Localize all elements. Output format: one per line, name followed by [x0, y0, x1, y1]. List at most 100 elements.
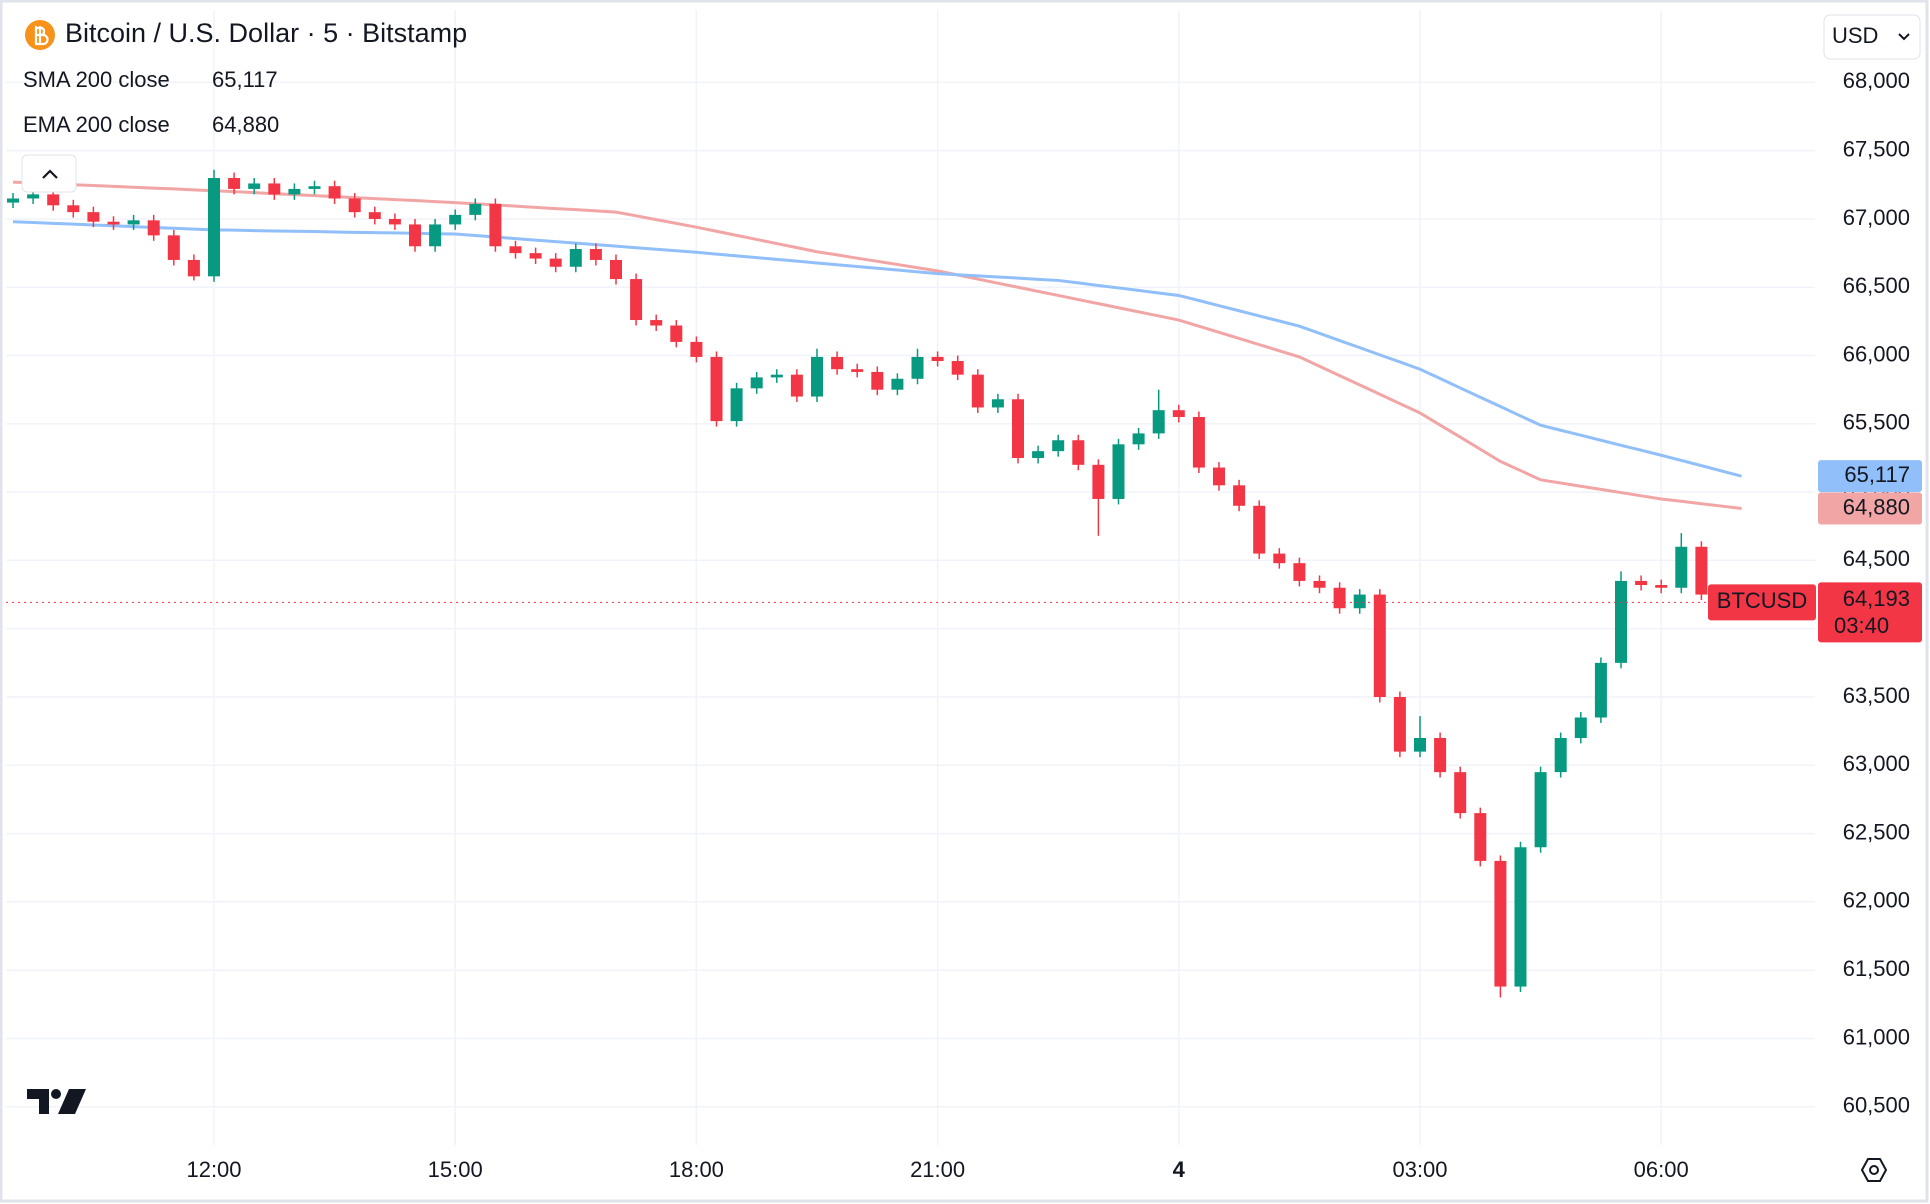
- candle-body: [1393, 697, 1406, 752]
- candle-body: [1695, 546, 1708, 595]
- candle-body: [167, 235, 180, 260]
- settings-icon[interactable]: [1860, 1158, 1888, 1182]
- candle-body: [187, 259, 200, 277]
- candle-body: [1534, 772, 1547, 848]
- candle-body: [1594, 662, 1607, 718]
- indicator-tag: [1818, 460, 1922, 493]
- x-tick-label: 18:00: [669, 1157, 724, 1182]
- y-tick-label: 63,000: [1843, 751, 1910, 776]
- candle-body: [951, 361, 964, 375]
- candle-body: [891, 378, 904, 390]
- candle-body: [770, 374, 783, 378]
- legend-value: 65,117: [212, 67, 278, 92]
- y-tick-label: 67,000: [1843, 205, 1910, 230]
- candle-body: [1012, 399, 1024, 458]
- bitcoin-glyph: [34, 26, 49, 46]
- candle-body: [368, 212, 381, 219]
- candle-body: [610, 259, 622, 280]
- candle-body: [268, 183, 281, 195]
- candle-body: [1233, 485, 1246, 506]
- candle-body: [409, 224, 421, 247]
- candle-body: [107, 221, 120, 225]
- candle-body: [790, 374, 803, 397]
- candle-body: [1092, 464, 1105, 499]
- y-tick-label: 62,000: [1843, 888, 1910, 913]
- indicator-tag-label: 64,880: [1843, 494, 1910, 519]
- candle-body: [1675, 546, 1688, 588]
- x-tick-label: 21:00: [910, 1157, 965, 1182]
- candle-body: [1514, 847, 1527, 987]
- overlay: Bitcoin / U.S. Dollar · 5 · Bitstamp SMA…: [21, 14, 1922, 1182]
- candle-body: [1353, 594, 1366, 609]
- currency-button[interactable]: [1823, 14, 1921, 60]
- candle-body: [509, 246, 522, 254]
- candle-body: [1373, 594, 1386, 698]
- countdown-label: 03:40: [1834, 613, 1889, 638]
- candle-body: [1635, 580, 1648, 586]
- candle-body: [1152, 410, 1165, 434]
- last-price-tag: [1818, 582, 1922, 643]
- candle-body: [569, 249, 582, 267]
- currency-label: USD: [1832, 23, 1878, 48]
- y-tick-label: 61,000: [1843, 1024, 1910, 1049]
- settings-icon-center: [1869, 1165, 1879, 1175]
- candle-body: [208, 177, 220, 277]
- grid: 60,500 61,000 61,500 62,000 62,500 63,000 63,5…: [6, 10, 1910, 1182]
- y-tick-label: 65,500: [1843, 410, 1910, 435]
- candle-body: [1333, 587, 1346, 609]
- candle-body: [1414, 737, 1426, 752]
- candle-body: [831, 356, 844, 370]
- candle-body: [388, 218, 401, 225]
- candle-body: [7, 198, 19, 203]
- candle-body: [529, 253, 542, 259]
- x-tick-label: 06:00: [1634, 1157, 1689, 1182]
- candle-body: [147, 220, 160, 236]
- candle-body: [87, 212, 100, 222]
- candle-body: [851, 369, 864, 372]
- candle-body: [931, 356, 944, 362]
- x-tick-label: 15:00: [428, 1157, 483, 1182]
- y-tick-label: 63,500: [1843, 683, 1910, 708]
- candle-body: [348, 198, 361, 213]
- candle-body: [589, 249, 602, 260]
- candle-body: [1574, 717, 1587, 738]
- candle-body: [1273, 553, 1286, 564]
- y-tick-label: 66,500: [1843, 273, 1910, 298]
- candle-body: [811, 356, 823, 397]
- symbol-tag: [1708, 584, 1816, 621]
- legend-label: EMA 200 close: [23, 112, 170, 137]
- candle-body: [288, 188, 301, 195]
- candle-body: [27, 194, 40, 199]
- candle-body: [911, 356, 924, 379]
- tv-logo-dot: [51, 1089, 61, 1099]
- candle-body: [328, 186, 341, 199]
- candle-body: [1112, 444, 1125, 499]
- symbol-label: BTCUSD: [1717, 588, 1807, 613]
- candle-body: [1615, 580, 1627, 663]
- y-tick-label: 62,500: [1843, 819, 1910, 844]
- y-tick-label: 64,500: [1843, 546, 1910, 571]
- candle-body: [489, 203, 502, 247]
- candle-body: [871, 371, 884, 390]
- candle-body: [1474, 813, 1487, 861]
- chart-title: Bitcoin / U.S. Dollar · 5 · Bitstamp: [65, 18, 467, 48]
- candle-body: [1494, 860, 1507, 987]
- indicator-line: [12, 220, 1742, 478]
- candle-body: [1032, 451, 1045, 458]
- indicator-tag-label: 65,117: [1844, 462, 1910, 487]
- candle-body: [971, 374, 984, 408]
- candle-body: [449, 214, 462, 225]
- candle-body: [1293, 563, 1306, 581]
- candle-body: [549, 258, 562, 267]
- x-tick-label: 03:00: [1392, 1157, 1447, 1182]
- tv-logo: [27, 1089, 86, 1114]
- candle-body: [1052, 440, 1065, 452]
- candle-body: [1554, 737, 1567, 773]
- candle-body: [308, 186, 321, 189]
- candle-body: [1313, 580, 1326, 588]
- x-tick-label: 12:00: [186, 1157, 241, 1182]
- legend-value: 64,880: [212, 112, 279, 137]
- candle-body: [710, 356, 723, 422]
